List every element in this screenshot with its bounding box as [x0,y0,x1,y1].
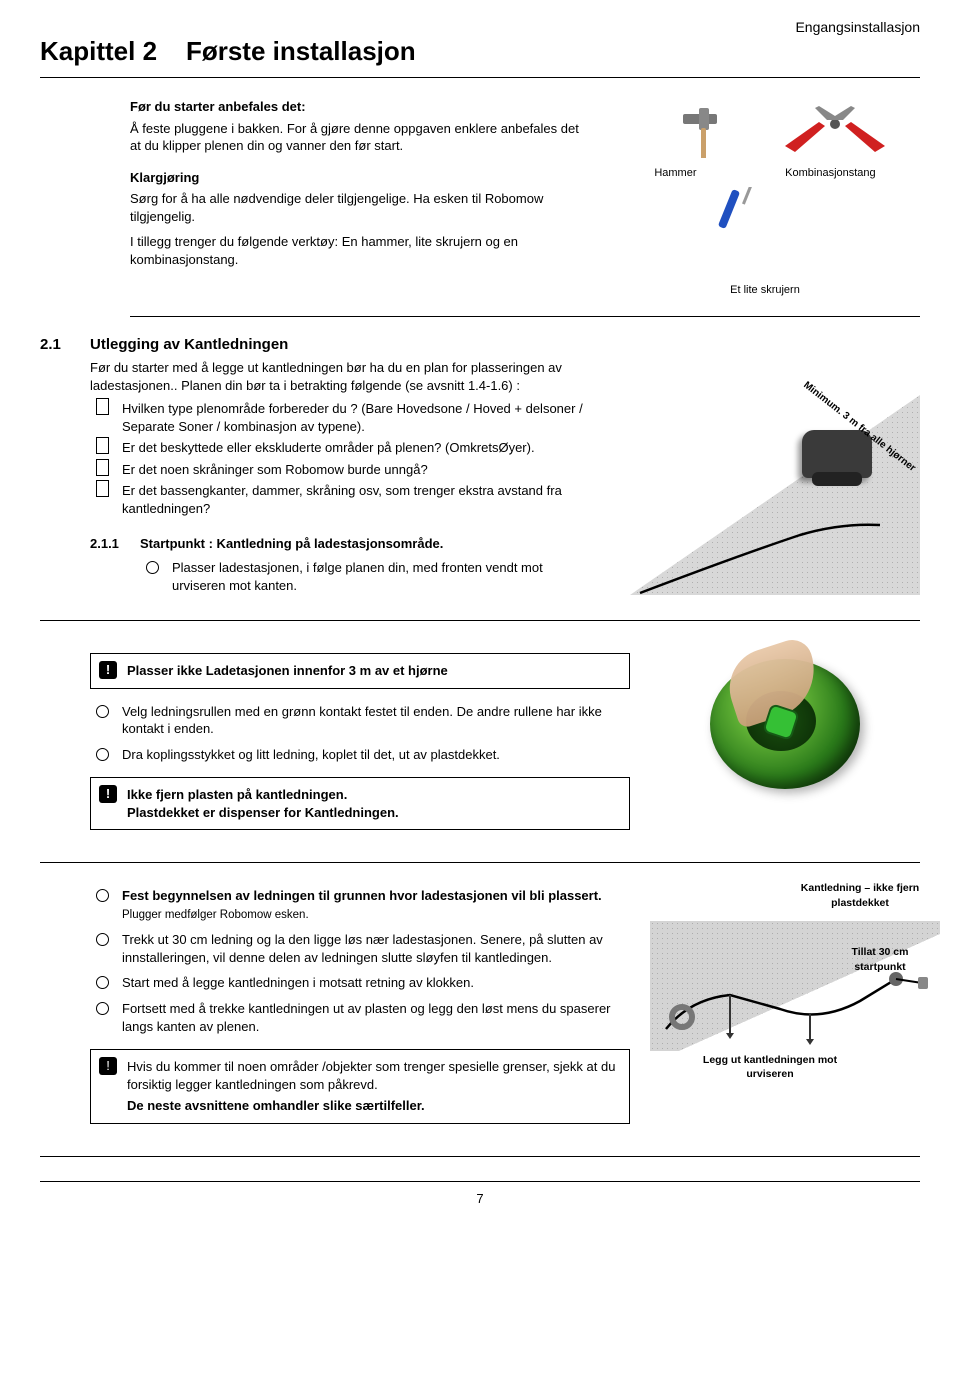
check-item: Er det noen skråninger som Robomow burde… [118,461,590,479]
warning-text-b: De neste avsnittene omhandler slike sært… [127,1097,619,1115]
tool-label-hammer: Hammer [654,166,696,181]
chapter-number: Kapittel 2 [40,36,157,66]
intro-heading-1: Før du starter anbefales det: [130,98,580,116]
page-number: 7 [40,1181,920,1208]
warning-icon: ! [99,1057,117,1075]
check-item: Er det bassengkanter, dammer, skråning o… [118,482,590,517]
tools-icons [625,98,905,158]
warning-box-2: ! Ikke fjern plasten på kantledningen. P… [90,777,630,830]
chapter-title: Kapittel 2 Første installasjon [40,34,920,78]
page-header-tag: Engangsinstallasjon [795,18,920,37]
intro-text-3: I tillegg trenger du følgende verktøy: E… [130,233,580,268]
intro-heading-2: Klargjøring [130,169,580,187]
tool-label-pliers: Kombinasjonstang [785,166,876,181]
screwdriver-icon [715,187,815,233]
fig3-label-1: Kantledning – ikke fjern plastdekket [790,881,930,909]
section-number: 2.1 [40,335,90,602]
fig3-label-2: Tillat 30 cm startpunkt [840,945,920,973]
tool-label-screwdriver: Et lite skrujern [730,283,800,298]
section-2-1: 2.1 Utlegging av Kantledningen Før du st… [40,317,920,621]
section-2-1-1b: ! Plasser ikke Ladetasjonen innenfor 3 m… [40,621,920,863]
section-title: Utlegging av Kantledningen [90,335,590,355]
warning-icon: ! [99,785,117,803]
figure-start-point: Kantledning – ikke fjern plastdekket Til… [650,881,920,1081]
check-item: Er det beskyttede eller ekskluderte områ… [118,439,590,457]
step-item: Plasser ladestasjonen, i følge planen di… [168,559,590,594]
warning-box-3: ! Hvis du kommer til noen områder /objek… [90,1049,630,1124]
intro-section: Før du starter anbefales det: Å feste pl… [130,84,920,317]
chapter-name: Første installasjon [186,36,416,66]
fig3-label-3: Legg ut kantledningen mot urviseren [680,1053,860,1081]
section-lead: Før du starter med å legge ut kantlednin… [90,359,590,394]
step-item: Fest begynnelsen av ledningen til grunne… [118,887,630,923]
warning-icon: ! [99,661,117,679]
checklist-21: Hvilken type plenområde forbereder du ? … [90,400,590,517]
warning-text-a: Hvis du kommer til noen områder /objekte… [127,1058,619,1093]
warning-box-1: ! Plasser ikke Ladetasjonen innenfor 3 m… [90,653,630,689]
step-item: Trekk ut 30 cm ledning og la den ligge l… [118,931,630,966]
step-item: Start med å legge kantledningen i motsat… [118,974,630,992]
step-item: Fortsett med å trekke kantledningen ut a… [118,1000,630,1035]
step-list-a: Plasser ladestasjonen, i følge planen di… [140,559,590,594]
step-item: Velg ledningsrullen med en grønn kontakt… [118,703,630,738]
step-item: Dra koplingsstykket og litt ledning, kop… [118,746,630,764]
tools-figure: Hammer Kombinasjonstang Et lite skrujern [610,98,920,298]
intro-text-2: Sørg for å ha alle nødvendige deler tilg… [130,190,580,225]
step-list-c: Fest begynnelsen av ledningen til grunne… [90,887,630,1035]
section-2-1-1c: Fest begynnelsen av ledningen til grunne… [40,863,920,1156]
check-item: Hvilken type plenområde forbereder du ? … [118,400,590,435]
subsection-title: Startpunkt : Kantledning på ladestasjons… [140,535,590,553]
step-list-b: Velg ledningsrullen med en grønn kontakt… [90,703,630,764]
warning-text-a: Ikke fjern plasten på kantledningen. [127,786,619,804]
warning-text: Plasser ikke Ladetasjonen innenfor 3 m a… [127,663,448,678]
warning-text-b: Plastdekket er dispenser for Kantledning… [127,804,619,822]
figure-wire-roll [650,639,920,809]
intro-text-1: Å feste pluggene i bakken. For å gjøre d… [130,120,580,155]
figure-lawn-corner: Minimum. 3 m fra alle hjørner [610,335,920,595]
subsection-number: 2.1.1 [90,535,140,602]
